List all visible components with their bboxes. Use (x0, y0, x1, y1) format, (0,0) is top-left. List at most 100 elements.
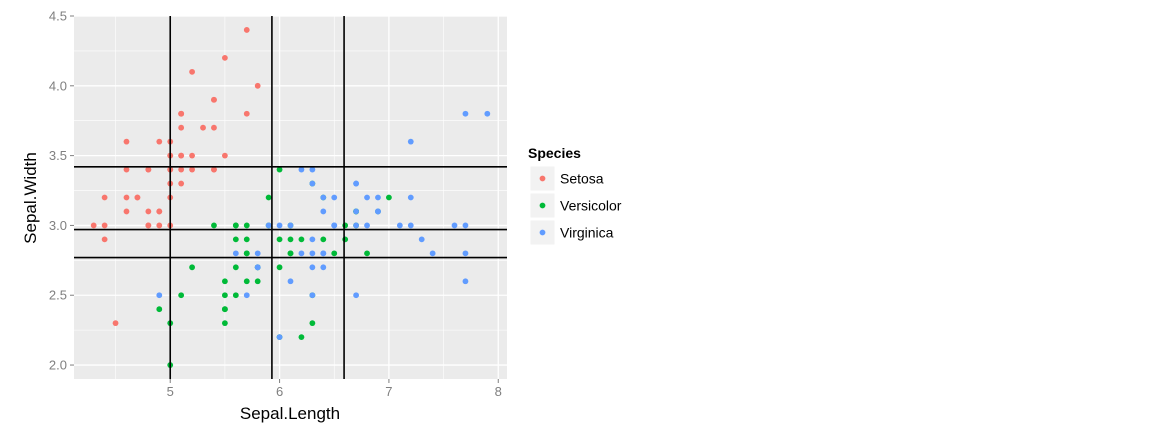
point-virginica (462, 110, 469, 117)
point-virginica (364, 222, 370, 229)
legend-items: Setosa Versicolor Virginica (529, 165, 622, 246)
x-tick-label: 8 (495, 384, 502, 399)
point-virginica (265, 222, 272, 229)
point-versicolor (232, 222, 239, 229)
point-versicolor (232, 236, 239, 243)
point-versicolor (243, 250, 250, 257)
point-setosa (211, 124, 217, 131)
point-setosa (178, 110, 185, 117)
point-versicolor (265, 194, 272, 201)
point-virginica (407, 194, 414, 201)
point-virginica (375, 208, 381, 215)
legend-label-setosa: Setosa (560, 171, 604, 187)
point-setosa (178, 166, 185, 173)
point-virginica (309, 166, 316, 173)
point-virginica (353, 222, 360, 229)
y-tick-label: 3.5 (49, 148, 67, 163)
point-setosa (145, 166, 152, 173)
y-tick-label: 4.5 (49, 9, 67, 24)
point-virginica (276, 222, 283, 229)
point-versicolor (276, 166, 283, 173)
point-virginica (287, 222, 294, 229)
point-versicolor (232, 292, 239, 299)
point-virginica (232, 250, 239, 257)
y-tick-label: 2.5 (49, 288, 67, 303)
point-setosa (123, 138, 130, 145)
point-virginica (320, 264, 327, 271)
point-versicolor (178, 292, 185, 299)
point-versicolor (221, 292, 228, 299)
point-setosa (156, 222, 163, 229)
point-versicolor (254, 278, 261, 285)
point-versicolor (243, 222, 250, 229)
reference-lines (74, 16, 507, 379)
point-versicolor (386, 194, 392, 201)
point-setosa (178, 152, 185, 159)
point-virginica (484, 110, 491, 117)
point-versicolor (243, 236, 250, 243)
point-setosa (123, 194, 130, 201)
point-versicolor (342, 236, 349, 243)
legend-label-versicolor: Versicolor (560, 198, 622, 214)
point-versicolor (221, 320, 228, 327)
point-versicolor (232, 264, 239, 271)
point-versicolor (320, 236, 327, 243)
point-setosa (243, 27, 250, 33)
point-virginica (287, 278, 294, 285)
point-virginica (309, 236, 316, 243)
y-tick-label: 4.0 (49, 78, 67, 93)
point-setosa (101, 194, 108, 201)
x-tick-label: 7 (385, 384, 392, 399)
legend-marker-virginica (539, 229, 546, 236)
point-setosa (123, 166, 130, 173)
point-setosa (189, 152, 195, 159)
axis-ticks: 5 6 7 8 2.0 2.5 3.0 3.5 4.0 4.5 (49, 9, 502, 400)
y-tick-label: 3.0 (49, 218, 67, 233)
point-versicolor (309, 320, 316, 327)
point-versicolor (298, 334, 305, 341)
point-setosa (156, 208, 163, 215)
point-virginica (462, 250, 469, 257)
point-virginica (156, 292, 163, 299)
point-setosa (134, 194, 141, 201)
point-versicolor (287, 250, 294, 257)
point-versicolor (189, 264, 195, 271)
point-setosa (112, 320, 119, 327)
point-versicolor (276, 236, 283, 243)
point-virginica (298, 250, 305, 257)
point-versicolor (156, 306, 163, 313)
point-setosa (101, 236, 108, 243)
point-setosa (254, 82, 261, 89)
y-axis-title: Sepal.Width (21, 152, 40, 244)
point-versicolor (298, 236, 305, 243)
point-virginica (254, 250, 261, 257)
point-virginica (309, 264, 316, 271)
point-virginica (451, 222, 458, 229)
point-virginica (320, 208, 327, 215)
point-virginica (320, 250, 327, 257)
point-virginica (429, 250, 436, 257)
point-versicolor (287, 236, 294, 243)
point-versicolor (276, 264, 283, 271)
point-setosa (101, 222, 108, 229)
point-virginica (353, 180, 360, 187)
point-virginica (375, 194, 381, 201)
point-virginica (364, 194, 370, 201)
point-virginica (254, 264, 261, 271)
point-virginica (309, 180, 316, 187)
point-virginica (331, 222, 338, 229)
plot-panel (74, 16, 507, 379)
legend-marker-versicolor (539, 202, 546, 209)
point-setosa (178, 180, 185, 187)
point-versicolor (243, 278, 250, 285)
legend: Species Setosa Versicolor Virginica (528, 145, 622, 246)
point-virginica (331, 194, 338, 201)
point-versicolor (331, 250, 338, 257)
point-virginica (320, 194, 327, 201)
point-setosa (221, 54, 228, 61)
point-virginica (276, 334, 283, 341)
legend-marker-setosa (539, 175, 546, 182)
point-setosa (243, 110, 250, 117)
